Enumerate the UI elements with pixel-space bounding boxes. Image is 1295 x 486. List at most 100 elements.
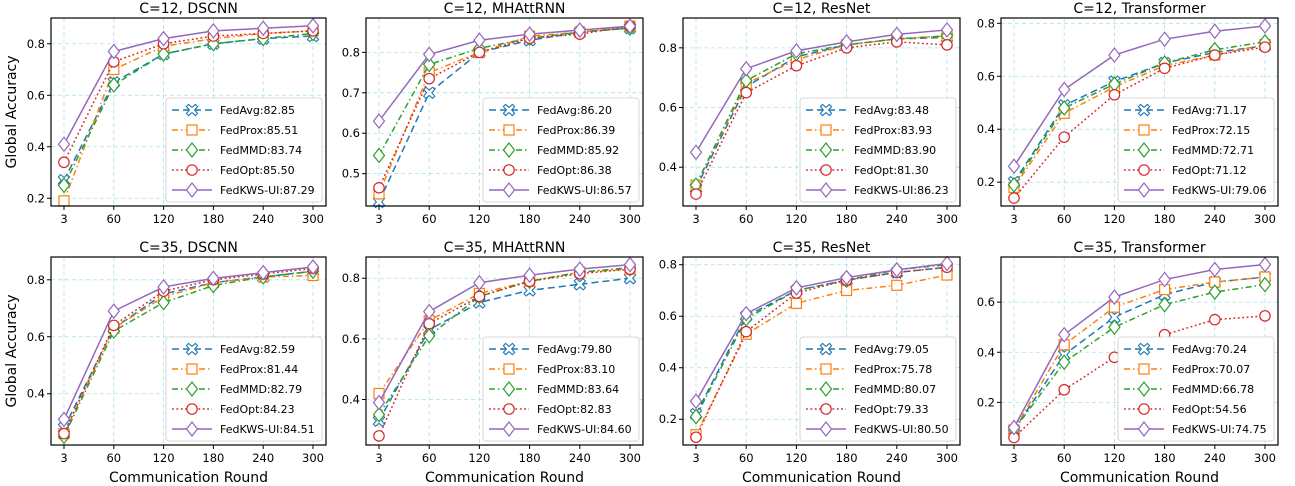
data-point: [57, 136, 71, 153]
legend-marker: [819, 142, 833, 158]
y-tick-label: 0.4: [342, 393, 360, 407]
legend-marker: [185, 342, 199, 356]
x-tick-label: 60: [106, 212, 121, 226]
data-point: [372, 113, 386, 130]
x-tick-label: 60: [739, 212, 754, 226]
y-tick-label: 0.4: [27, 387, 45, 401]
series-line-2: [378, 268, 631, 394]
legend-label: FedAvg:83.48: [854, 104, 929, 117]
legend-marker: [503, 403, 515, 415]
legend: FedAvg:82.59 FedProx:81.44 FedMMD:82.79 Fed…: [165, 336, 323, 442]
data-point: [157, 278, 170, 295]
series-line-4: [695, 266, 948, 438]
legend-marker: [502, 342, 516, 356]
legend-label: FedProx:83.10: [537, 363, 615, 376]
panel-2: 3 60 120 180 240 300 0.5 0.6 0.7 0.8 C=12, MHAttRN…: [342, 1, 644, 226]
data-point: [423, 72, 435, 85]
legend-label: FedOpt:82.83: [537, 403, 612, 416]
data-point: [523, 267, 536, 284]
legend-marker: [503, 124, 515, 136]
series-line-5: [63, 266, 314, 420]
legend-label: FedOpt:71.12: [1172, 164, 1247, 177]
data-point: [523, 26, 536, 43]
plot-frame: [1000, 256, 1279, 446]
panel-title: C=35, MHAttRNN: [444, 240, 566, 256]
data-point: [1158, 296, 1171, 313]
x-tick-label: 240: [569, 212, 591, 226]
legend-marker: [185, 142, 199, 158]
y-tick-label: 0.8: [342, 271, 360, 285]
legend-marker: [502, 421, 516, 437]
data-point: [306, 17, 320, 34]
y-tick-label: 0.2: [27, 191, 45, 205]
x-tick-label: 180: [519, 451, 541, 465]
legend-box: [1117, 97, 1275, 203]
data-point: [422, 86, 436, 100]
legend-label: FedKWS-UI:74.75: [1172, 423, 1267, 436]
x-tick-label: 240: [886, 451, 908, 465]
legend-marker: [185, 421, 199, 437]
y-tick-label: 0.4: [977, 345, 995, 359]
y-tick-label: 0.6: [342, 126, 360, 140]
data-point: [1108, 88, 1121, 101]
legend-label: FedOpt:85.50: [220, 164, 295, 177]
data-point: [58, 195, 70, 207]
series-line-1: [695, 36, 948, 189]
data-point: [1208, 23, 1222, 40]
legend-marker: [1137, 103, 1151, 117]
x-tick-label: 3: [1010, 212, 1017, 226]
legend-box: [165, 336, 323, 442]
data-point: [207, 270, 220, 287]
y-tick-label: 0.4: [977, 122, 995, 136]
legend-marker: [1137, 342, 1151, 356]
panel-8: 3 60 120 180 240 300 0.2 0.4 0.6 C=35, Transforme…: [977, 240, 1279, 465]
data-point: [107, 303, 121, 320]
data-point: [1057, 354, 1071, 371]
series-line-3: [378, 266, 631, 416]
data-point: [1007, 419, 1021, 436]
y-tick-label: 0.8: [977, 16, 995, 30]
x-tick-label: 3: [692, 451, 699, 465]
legend-marker: [186, 124, 198, 136]
data-point: [940, 255, 954, 272]
legend-marker: [502, 381, 516, 397]
series-line-5: [378, 263, 631, 403]
series-line-3: [1013, 41, 1266, 186]
data-point: [157, 294, 170, 311]
legend-marker: [820, 363, 832, 375]
series-line-3: [63, 32, 314, 186]
series-line-5: [63, 24, 314, 145]
data-point: [473, 32, 486, 49]
legend-label: FedProx:70.07: [1172, 363, 1250, 376]
data-point: [740, 86, 752, 99]
x-tick-label: 3: [375, 212, 382, 226]
y-tick-label: 0.8: [659, 258, 677, 272]
data-point: [57, 411, 71, 428]
legend-marker: [502, 142, 516, 158]
data-point: [1058, 384, 1070, 396]
data-point: [1158, 62, 1171, 75]
series-line-4: [1013, 46, 1266, 199]
legend-label: FedOpt:54.56: [1172, 403, 1247, 416]
legend-marker: [502, 182, 516, 198]
legend-label: FedProx:75.78: [854, 363, 932, 376]
legend-marker: [185, 182, 199, 198]
y-tick-label: 0.6: [659, 101, 677, 115]
panel-title: C=12, Transformer: [1073, 1, 1205, 17]
x-tick-label: 240: [1204, 451, 1226, 465]
x-tick-label: 120: [785, 451, 807, 465]
series-line-4: [695, 41, 948, 195]
legend-marker: [186, 164, 198, 176]
series-line-3: [63, 270, 314, 437]
x-tick-label: 60: [1057, 212, 1072, 226]
legend: FedAvg:71.17 FedProx:72.15 FedMMD:72.71 Fed…: [1117, 97, 1275, 203]
series-line-4: [1013, 315, 1266, 439]
legend-marker: [820, 164, 832, 176]
data-point: [256, 20, 270, 37]
x-tick-label: 3: [1010, 451, 1017, 465]
series-line-3: [378, 27, 631, 156]
series-line-3: [695, 35, 948, 186]
x-tick-label: 120: [153, 212, 175, 226]
series-line-3: [695, 263, 948, 418]
panel-title: C=12, MHAttRNN: [444, 1, 566, 17]
